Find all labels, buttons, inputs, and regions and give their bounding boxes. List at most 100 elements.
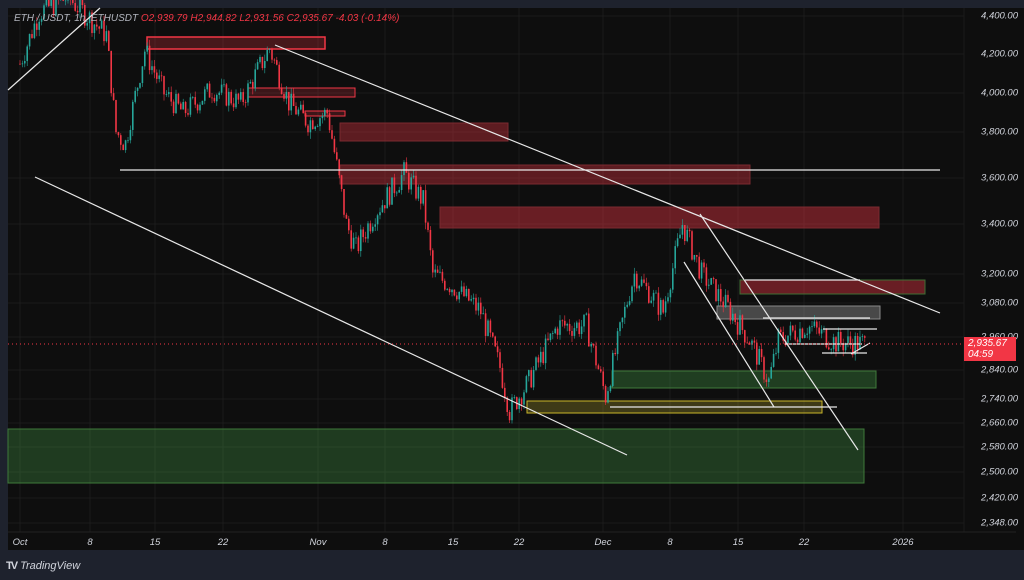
candle-body — [338, 159, 340, 176]
candle-body — [547, 338, 549, 341]
candle-body — [458, 291, 460, 300]
candle-body — [266, 49, 268, 61]
candle-body — [806, 333, 808, 335]
price-tick-label: 3,600.00 — [981, 172, 1018, 184]
candle-body — [559, 320, 561, 335]
candle-body — [187, 113, 189, 115]
candle-body — [182, 102, 184, 110]
candle-body — [446, 288, 448, 290]
candle-body — [506, 397, 508, 412]
candle-body — [475, 297, 477, 311]
candle-body — [364, 237, 367, 239]
candle-body — [117, 132, 120, 136]
symbol-legend: ETH / USDT, 1h, ETHUSDT O2,939.79 H2,944… — [14, 13, 399, 24]
candle-body — [98, 26, 100, 29]
candle-body — [566, 323, 568, 326]
time-tick-label: Dec — [594, 537, 612, 548]
candle-body — [129, 129, 132, 141]
candle-body — [561, 320, 564, 322]
candle-body — [177, 93, 180, 104]
candle-body — [184, 102, 187, 114]
candle-body — [96, 24, 98, 27]
candle-body — [168, 92, 170, 95]
candle-body — [283, 94, 285, 99]
candle-body — [597, 365, 600, 370]
candle-body — [333, 138, 336, 153]
time-tick-label: 15 — [149, 537, 161, 548]
candle-body — [643, 279, 645, 283]
candle-body — [496, 346, 499, 353]
candle-body — [374, 224, 376, 227]
candle-body — [79, 0, 81, 13]
candle-body — [367, 223, 369, 239]
candle-body — [487, 320, 489, 336]
candle-body — [40, 18, 43, 22]
candle-body — [840, 331, 842, 344]
candle-body — [451, 289, 453, 293]
candle-body — [607, 391, 609, 403]
candle-body — [381, 205, 384, 213]
price-tick-label: 2,660.00 — [981, 417, 1018, 429]
candle-body — [580, 326, 583, 335]
candle-body — [261, 56, 264, 69]
candle-body — [302, 104, 304, 114]
candle-body — [640, 279, 643, 286]
candle-body — [645, 282, 648, 287]
candle-body — [722, 301, 724, 308]
candle-body — [710, 278, 712, 285]
candle-body — [715, 279, 717, 302]
candle-body — [489, 320, 492, 333]
candle-body — [388, 187, 391, 205]
candle-body — [621, 317, 624, 323]
candle-body — [602, 371, 604, 386]
candle-body — [744, 330, 746, 343]
candle-body — [151, 66, 153, 71]
candle-body — [664, 301, 667, 313]
candle-body — [595, 345, 597, 366]
candle-body — [811, 326, 813, 328]
candle-body — [300, 104, 302, 110]
candle-body — [830, 349, 832, 351]
candle-body — [434, 269, 436, 273]
candle-body — [700, 262, 703, 279]
candle-body — [554, 328, 556, 334]
candle-body — [508, 411, 511, 421]
candle-body — [297, 109, 300, 115]
candle-body — [100, 20, 103, 29]
candle-body — [626, 304, 628, 307]
candle-body — [585, 313, 588, 315]
candle-body — [789, 325, 792, 336]
candle-body — [139, 83, 141, 88]
candle-body — [837, 331, 840, 352]
candle-body — [160, 75, 163, 77]
price-tick-label: 2,500.00 — [981, 466, 1018, 478]
candle-body — [81, 0, 84, 6]
candle-body — [110, 50, 112, 94]
candle-body — [436, 269, 439, 273]
grid — [8, 8, 964, 532]
price-tick-label: 3,200.00 — [981, 268, 1018, 280]
candle-body — [206, 83, 208, 90]
candle-body — [847, 336, 849, 344]
candle-body — [148, 45, 151, 71]
candle-body — [127, 140, 129, 142]
candle-body — [276, 60, 278, 65]
candle-body — [398, 190, 400, 193]
candle-body — [655, 292, 657, 294]
candle-body — [386, 187, 388, 209]
price-tick-label: 2,420.00 — [981, 492, 1018, 504]
candle-body — [24, 60, 26, 64]
candle-body — [746, 342, 748, 344]
candle-body — [648, 286, 650, 303]
candle-body — [105, 31, 108, 42]
candle-body — [688, 229, 691, 232]
candle-body — [422, 190, 424, 204]
candle-body — [76, 10, 79, 13]
candle-body — [321, 115, 324, 119]
candle-body — [194, 97, 196, 105]
candle-countdown: 04:59 — [968, 349, 994, 360]
candle-body — [494, 336, 496, 347]
candle-body — [192, 97, 194, 98]
ohlc-high: H2,944.82 — [190, 13, 237, 24]
